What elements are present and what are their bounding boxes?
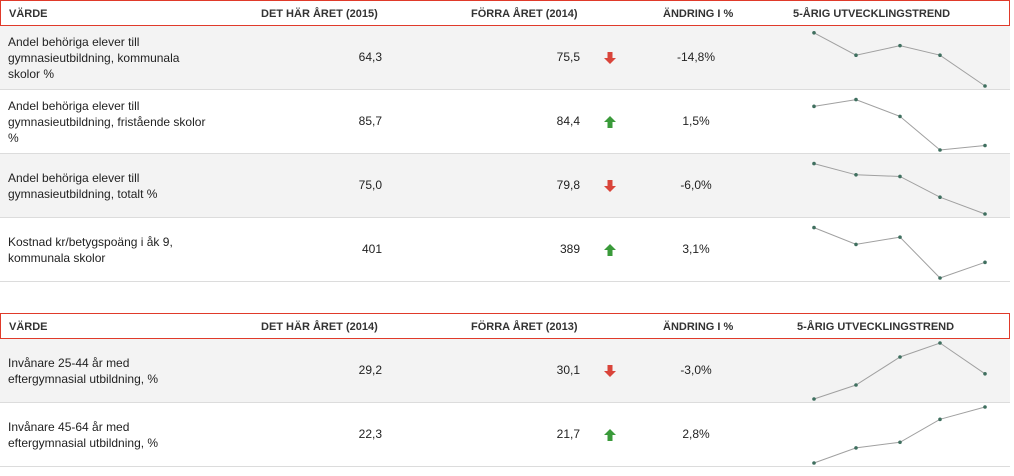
sparkline	[812, 97, 987, 152]
sparkline-point	[983, 143, 987, 148]
current-value: 22,3	[358, 427, 382, 441]
sparkline-point	[983, 405, 987, 409]
sparkline-path	[813, 406, 986, 464]
sparkline-point	[898, 43, 902, 48]
change-value: -14,8%	[676, 50, 716, 64]
sparkline-point	[812, 397, 816, 401]
sparkline-path	[813, 99, 986, 151]
table-header: VÄRDE DET HÄR ÅRET (2014) FÖRRA ÅRET (2013…	[0, 313, 1010, 339]
arrow-down-icon	[604, 180, 616, 192]
arrow-up-icon	[604, 429, 616, 441]
header-previous-year: FÖRRA ÅRET (2013)	[471, 321, 578, 333]
header-current-year: DET HÄR ÅRET (2014)	[261, 321, 378, 333]
sparkline-point	[938, 341, 942, 345]
table-header: VÄRDE DET HÄR ÅRET (2015) FÖRRA ÅRET (2014…	[0, 0, 1010, 26]
row-label: Invånare 25-44 år med eftergymnasial utb…	[8, 356, 159, 386]
header-previous-year: FÖRRA ÅRET (2014)	[471, 8, 578, 20]
sparkline-point	[812, 31, 816, 35]
row-label: Andel behöriga elever till gymnasieutbil…	[8, 99, 206, 145]
sparkline-point	[898, 174, 902, 179]
sparkline-point	[812, 461, 816, 465]
sparkline-path	[813, 227, 986, 279]
current-value: 29,2	[358, 363, 382, 377]
sparkline-point	[854, 383, 858, 387]
arrow-up-icon	[604, 244, 616, 256]
sparkline-point	[938, 276, 942, 280]
kpi-table: VÄRDE DET HÄR ÅRET (2015) FÖRRA ÅRET (2014…	[0, 0, 1010, 282]
sparkline-path	[813, 163, 986, 215]
previous-value: 389	[559, 242, 580, 256]
header-varde: VÄRDE	[9, 321, 48, 333]
sparkline-point	[983, 84, 987, 88]
table-row: Invånare 45-64 år med eftergymnasial utb…	[0, 403, 1010, 467]
sparkline-point	[854, 97, 858, 102]
arrow-up-icon	[604, 116, 616, 128]
sparkline-point	[938, 195, 942, 199]
arrow-down-icon	[604, 52, 616, 64]
sparkline-point	[898, 355, 902, 359]
header-change: ÄNDRING I %	[663, 321, 734, 333]
sparkline	[812, 341, 987, 401]
sparkline-point	[898, 235, 902, 239]
change-value: 3,1%	[682, 242, 710, 256]
previous-value: 79,8	[556, 178, 580, 192]
sparkline-point	[898, 114, 902, 119]
sparkline-point	[854, 242, 858, 247]
change-value: 1,5%	[682, 114, 710, 128]
table-row: Kostnad kr/betygspoäng i åk 9, kommunala…	[0, 218, 1010, 282]
row-label: Andel behöriga elever till gymnasieutbil…	[8, 35, 180, 81]
sparkline	[812, 405, 987, 465]
sparkline	[812, 161, 987, 216]
sparkline-point	[854, 446, 858, 450]
sparkline-point	[938, 53, 942, 57]
sparkline-point	[983, 372, 987, 376]
table-row: Andel behöriga elever till gymnasieutbil…	[0, 154, 1010, 218]
sparkline-point	[983, 260, 987, 265]
table-row: Invånare 25-44 år med eftergymnasial utb…	[0, 339, 1010, 403]
change-value: -3,0%	[680, 363, 712, 377]
table-row: Andel behöriga elever till gymnasieutbil…	[0, 90, 1010, 154]
header-trend: 5-ÅRIG UTVECKLINGSTREND	[793, 8, 951, 20]
current-value: 401	[361, 242, 382, 256]
header-current-year: DET HÄR ÅRET (2015)	[261, 8, 378, 20]
row-label: Kostnad kr/betygspoäng i åk 9, kommunala…	[8, 235, 173, 265]
sparkline-point	[854, 173, 858, 177]
header-varde: VÄRDE	[9, 8, 48, 20]
previous-value: 21,7	[556, 427, 580, 441]
previous-value: 84,4	[556, 114, 580, 128]
sparkline	[812, 225, 987, 280]
sparkline-point	[812, 225, 816, 230]
sparkline-point	[898, 440, 902, 445]
change-value: 2,8%	[682, 427, 710, 441]
sparkline-point	[938, 148, 942, 152]
sparkline	[812, 31, 987, 88]
sparkline-point	[938, 417, 942, 422]
table-row: Andel behöriga elever till gymnasieutbil…	[0, 26, 1010, 90]
previous-value: 30,1	[556, 363, 580, 377]
current-value: 64,3	[358, 50, 382, 64]
current-value: 75,0	[358, 178, 382, 192]
sparkline-point	[983, 212, 987, 216]
arrow-down-icon	[604, 365, 616, 377]
sparkline-point	[812, 161, 816, 166]
kpi-table: VÄRDE DET HÄR ÅRET (2014) FÖRRA ÅRET (2013…	[0, 313, 1010, 467]
sparkline-point	[812, 104, 816, 109]
row-label: Andel behöriga elever till gymnasieutbil…	[8, 171, 158, 201]
current-value: 85,7	[358, 114, 382, 128]
header-trend: 5-ÅRIG UTVECKLINGSTREND	[797, 321, 955, 333]
previous-value: 75,5	[556, 50, 580, 64]
header-change: ÄNDRING I %	[663, 8, 734, 20]
sparkline-point	[854, 53, 858, 57]
change-value: -6,0%	[680, 178, 712, 192]
sparkline-path	[813, 32, 986, 87]
row-label: Invånare 45-64 år med eftergymnasial utb…	[8, 420, 159, 450]
sparkline-path	[813, 342, 986, 400]
